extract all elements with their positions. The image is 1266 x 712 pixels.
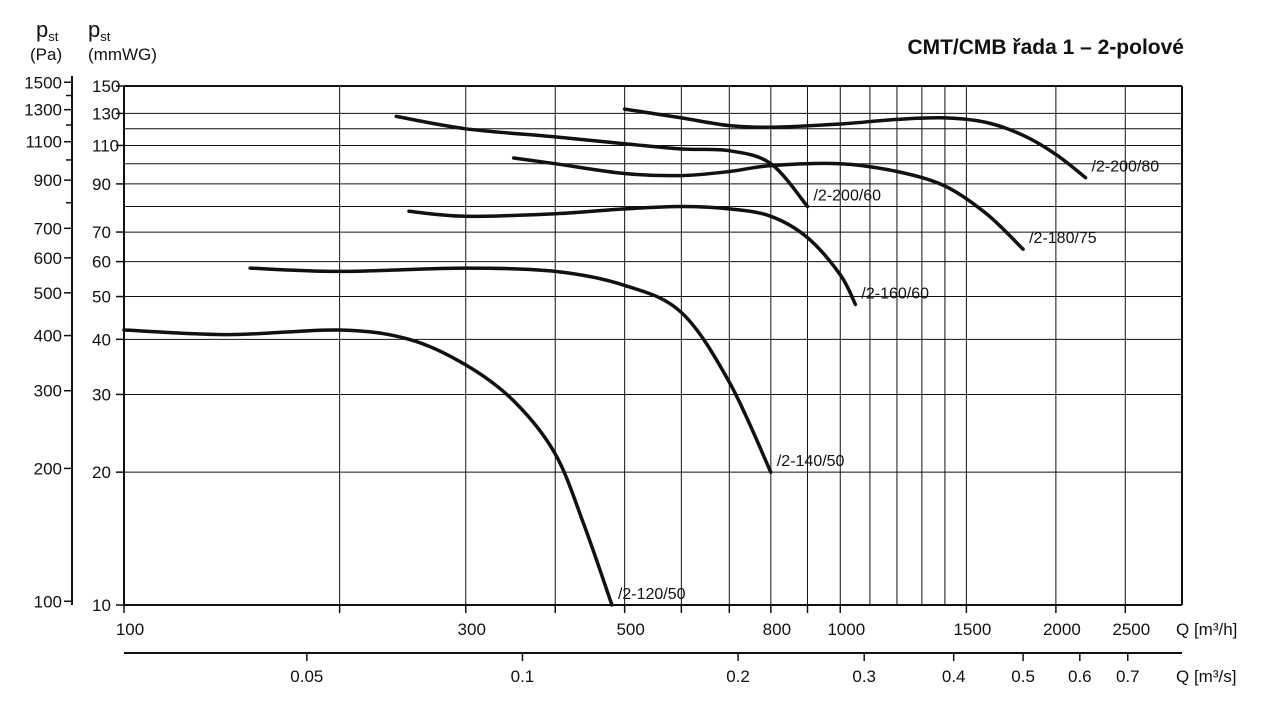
- y-tick-label-mmwg: 70: [92, 223, 111, 242]
- y-tick-label-mmwg: 10: [92, 596, 111, 615]
- y-left-label: pst: [36, 17, 59, 44]
- x-tick-label-m3h: 2500: [1112, 620, 1150, 639]
- y-tick-label-mmwg: 90: [92, 175, 111, 194]
- series-label-2-180-75: /2-180/75: [1029, 230, 1097, 247]
- series-label-2-200-60: /2-200/60: [813, 187, 881, 204]
- chart-title: CMT/CMB řada 1 – 2-polové: [907, 36, 1184, 59]
- y-tick-label-mmwg: 150: [92, 77, 120, 96]
- y-tick-label-pa: 200: [34, 459, 62, 478]
- axes: [71, 76, 1183, 654]
- x-tick-label-m3s: 0.5: [1011, 667, 1035, 686]
- curve-2-120-50: [122, 328, 614, 607]
- x-axis-label-m3s: Q [m³/s]: [1176, 667, 1236, 686]
- x-tick-label-m3h: 1500: [953, 620, 991, 639]
- x-tick-label-m3s: 0.2: [726, 667, 750, 686]
- x-tick-label-m3h: 500: [616, 620, 644, 639]
- y-right-label: pst: [88, 17, 111, 44]
- grid: [124, 86, 1182, 605]
- series-label-2-160-60: /2-160/60: [861, 285, 929, 302]
- y-tick-label-mmwg: 110: [92, 136, 119, 155]
- x-axis-label-m3h: Q [m³/h]: [1176, 620, 1237, 639]
- x-tick-label-m3s: 0.4: [942, 667, 966, 686]
- y-tick-label-mmwg: 20: [92, 463, 111, 482]
- y-tick-label-pa: 500: [34, 284, 62, 303]
- series-label-2-200-80: /2-200/80: [1092, 159, 1160, 176]
- curve-2-200-80: [622, 107, 1088, 180]
- curve-2-200-60: [394, 114, 810, 209]
- x-tick-label-m3s: 0.7: [1116, 667, 1140, 686]
- y-tick-label-pa: 100: [34, 592, 62, 611]
- curve-2-140-50: [248, 266, 773, 474]
- x-tick-label-m3h: 100: [116, 620, 144, 639]
- y-tick-label-mmwg: 30: [92, 385, 111, 404]
- y-tick-label-mmwg: 130: [92, 104, 120, 123]
- series-curves: [122, 107, 1088, 607]
- series-label-2-120-50: /2-120/50: [618, 586, 686, 603]
- curve-2-160-60: [407, 204, 858, 307]
- series-label-2-140-50: /2-140/50: [777, 453, 845, 470]
- y-tick-label-pa: 700: [34, 219, 62, 238]
- x-tick-label-m3s: 0.05: [290, 667, 323, 686]
- x-tick-label-m3s: 0.3: [852, 667, 876, 686]
- y-tick-label-pa: 1300: [24, 101, 62, 120]
- y-tick-label-pa: 400: [34, 327, 62, 346]
- y-tick-label-pa: 600: [34, 249, 62, 268]
- x-tick-label-m3h: 800: [763, 620, 791, 639]
- x-tick-label-m3s: 0.1: [511, 667, 535, 686]
- x-tick-label-m3h: 2000: [1043, 620, 1081, 639]
- series-labels: /2-120/50/2-140/50/2-160/60/2-180/75/2-2…: [618, 159, 1159, 603]
- y-tick-label-mmwg: 40: [92, 330, 111, 349]
- y-tick-label-pa: 1100: [25, 133, 62, 152]
- y-tick-label-mmwg: 60: [92, 253, 111, 272]
- x-tick-label-m3h: 300: [458, 620, 486, 639]
- x-tick-label-m3s: 0.6: [1068, 667, 1092, 686]
- y-tick-label-pa: 300: [34, 382, 62, 401]
- tick-labels: 10 20 30 40 50 60 70 90 110 130 150 100 200 300 400 500…: [24, 73, 1150, 686]
- x-tick-label-m3h: 1000: [827, 620, 865, 639]
- curve-2-180-75: [511, 156, 1025, 251]
- y-tick-label-pa: 900: [34, 171, 62, 190]
- y-right-unit: (mmWG): [88, 45, 157, 64]
- y-tick-label-mmwg: 50: [92, 288, 111, 307]
- y-tick-label-pa: 1500: [24, 73, 62, 92]
- y-left-unit: (Pa): [30, 45, 62, 64]
